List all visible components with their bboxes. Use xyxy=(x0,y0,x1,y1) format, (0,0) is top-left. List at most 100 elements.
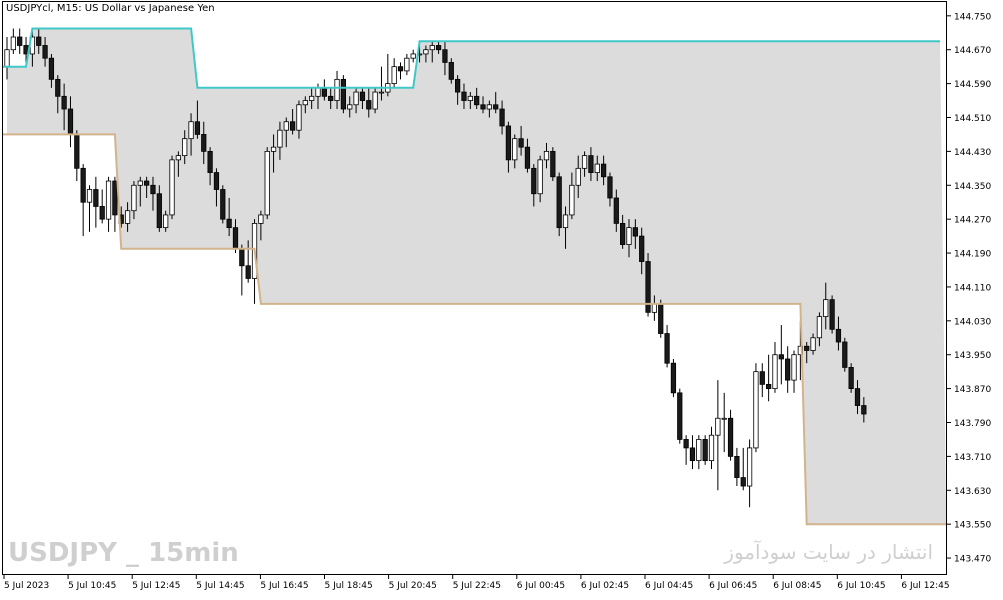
candle-body xyxy=(328,95,334,101)
candle-body xyxy=(816,316,823,339)
candle-body xyxy=(277,129,283,148)
candle-body xyxy=(264,150,270,216)
candle xyxy=(270,134,277,173)
candle-body xyxy=(512,138,518,161)
candle xyxy=(359,87,366,110)
candle-body xyxy=(239,248,245,267)
candle-body xyxy=(829,299,835,330)
x-tick-label: 6 Jul 00:45 xyxy=(517,581,565,591)
candle-body xyxy=(442,49,448,63)
candle-body xyxy=(861,405,867,415)
candle-body xyxy=(435,45,442,51)
candle xyxy=(626,219,632,258)
candle xyxy=(42,37,48,67)
y-tick-label: 144.670 xyxy=(954,46,991,56)
candle xyxy=(207,147,213,186)
candle-body xyxy=(791,354,797,381)
candle-body xyxy=(639,235,645,262)
candle-body xyxy=(702,439,708,462)
candle-body xyxy=(163,214,169,229)
candle xyxy=(366,87,372,118)
candle xyxy=(17,28,23,54)
candle-body xyxy=(226,218,232,229)
candle xyxy=(163,210,169,232)
candle xyxy=(518,125,524,156)
candle xyxy=(740,447,746,491)
candle xyxy=(645,253,651,317)
title-separator: , xyxy=(50,3,57,14)
candle xyxy=(543,142,550,169)
candle-body xyxy=(677,392,683,440)
candle xyxy=(245,240,251,283)
candle xyxy=(734,447,740,487)
watermark-site: انتشار در سایت سودآموز xyxy=(724,540,933,564)
candle-body xyxy=(854,388,861,406)
candle xyxy=(131,181,137,220)
candle xyxy=(442,41,448,76)
candle-body xyxy=(321,87,327,97)
candle xyxy=(55,75,61,114)
candle xyxy=(600,155,607,186)
candle-body xyxy=(86,189,93,203)
candle-body xyxy=(759,371,765,385)
candle xyxy=(569,172,575,220)
candle-body xyxy=(848,367,854,390)
candle xyxy=(61,83,67,131)
candle xyxy=(531,164,537,207)
candle-body xyxy=(378,91,385,94)
x-tick-label: 5 Jul 10:45 xyxy=(68,581,116,591)
candle-body xyxy=(232,227,239,250)
candle xyxy=(48,53,55,88)
y-tick-label: 143.470 xyxy=(954,555,991,565)
candle xyxy=(461,83,467,110)
candle xyxy=(816,312,823,347)
candle xyxy=(182,130,188,165)
candle-body xyxy=(366,100,372,110)
candle xyxy=(823,282,829,330)
chart-title: USDJPYcl, M15: US Dollar vs Japanese Yen xyxy=(6,3,215,14)
candle-body xyxy=(55,78,61,97)
candle-body xyxy=(283,121,289,131)
candle xyxy=(759,363,765,398)
candle-body xyxy=(397,66,404,72)
candle xyxy=(80,164,86,237)
candle xyxy=(144,176,150,198)
candle xyxy=(753,363,759,453)
candle-body xyxy=(410,53,416,59)
candle xyxy=(791,350,797,393)
candle xyxy=(670,358,677,398)
candle-body xyxy=(734,455,740,478)
candle-body xyxy=(182,138,188,157)
candle-body xyxy=(810,337,816,351)
x-tick-label: 5 Jul 14:45 xyxy=(196,581,244,591)
candle-body xyxy=(270,146,277,152)
y-tick-label: 144.270 xyxy=(954,216,991,226)
candle-body xyxy=(588,155,594,173)
candle xyxy=(435,41,442,54)
candle-body xyxy=(42,45,48,59)
candle xyxy=(746,439,753,508)
candle xyxy=(524,138,531,173)
candle-body xyxy=(36,36,42,46)
candle-body xyxy=(493,104,499,110)
candle-body xyxy=(823,299,829,317)
x-tick-label: 5 Jul 20:45 xyxy=(389,581,437,591)
candle xyxy=(296,100,302,139)
upper-channel-line xyxy=(2,27,940,89)
candle-body xyxy=(258,214,264,224)
candle-body xyxy=(740,477,746,487)
candle xyxy=(410,49,416,63)
candle xyxy=(588,147,594,182)
candle xyxy=(480,96,486,114)
candle-body xyxy=(543,150,550,161)
y-tick-label: 144.510 xyxy=(954,114,991,124)
candle xyxy=(493,92,499,114)
candle xyxy=(613,189,619,232)
candle xyxy=(778,325,784,385)
candle xyxy=(607,172,613,207)
candle xyxy=(658,299,664,338)
candle xyxy=(594,155,600,182)
candle-body xyxy=(842,341,848,368)
